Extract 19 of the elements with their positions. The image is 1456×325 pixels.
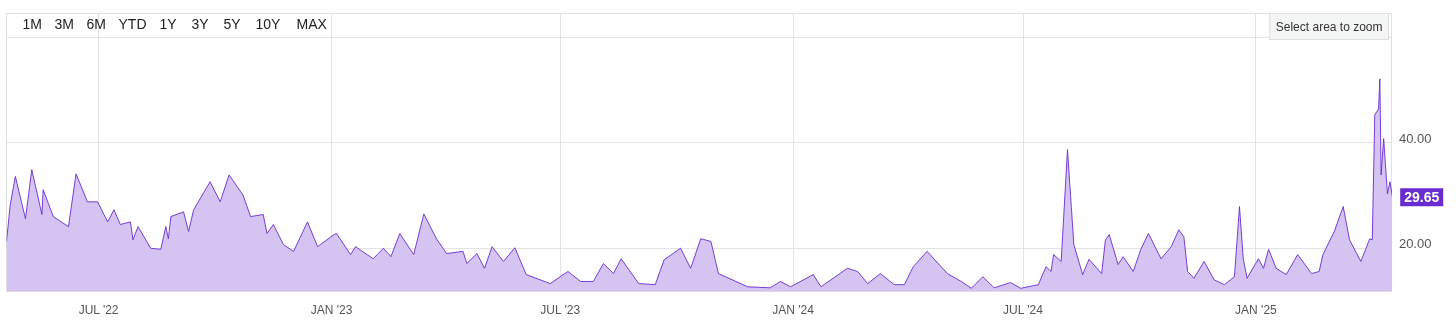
y-tick-label: 20.00 <box>1398 236 1432 252</box>
y-tick-label: 40.00 <box>1398 130 1432 146</box>
annotation: 10Y <box>255 15 282 32</box>
x-tick-label: JAN '23 <box>310 302 353 317</box>
annotation: 3Y <box>191 15 210 32</box>
annotation: 5Y <box>223 15 242 32</box>
annotation: 3M <box>54 15 74 32</box>
x-tick-label: JUL '24 <box>1003 302 1044 317</box>
annotation: Select area to zoom <box>1275 19 1383 34</box>
x-tick-label: JAN '25 <box>1235 302 1278 317</box>
x-tick-label: JUL '22 <box>78 302 119 317</box>
x-tick-label: JAN '24 <box>772 302 815 317</box>
annotation: YTD <box>118 15 147 32</box>
annotation: 1M <box>22 15 42 32</box>
annotation: 1Y <box>159 15 178 32</box>
annotation: MAX <box>296 15 328 32</box>
text: 29.65 <box>1404 189 1440 206</box>
annotation: 6M <box>86 15 106 32</box>
x-tick-label: JUL '23 <box>540 302 581 317</box>
